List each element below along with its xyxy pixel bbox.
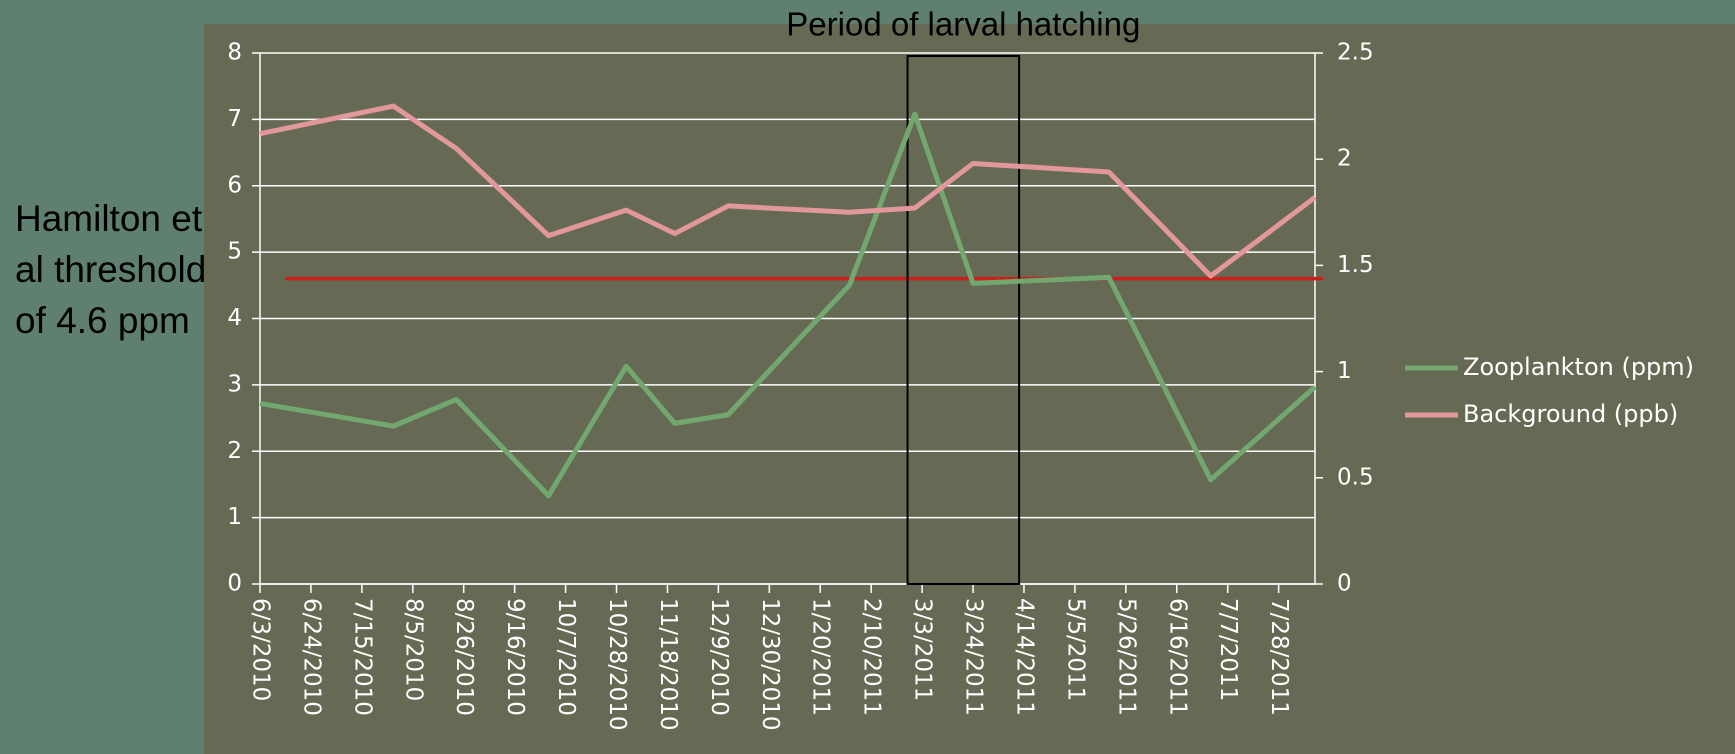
- y-tick-label: 1: [227, 504, 242, 530]
- y-tick-label: 6: [227, 172, 242, 198]
- x-tick-label: 10/28/2010: [604, 598, 630, 731]
- x-tick-label: 12/9/2010: [706, 598, 732, 716]
- x-tick-label: 1/20/2011: [808, 598, 834, 716]
- y-tick-label: 4: [227, 305, 242, 331]
- legend-label: Background (ppb): [1463, 400, 1678, 428]
- x-tick-label: 2/10/2011: [859, 598, 885, 716]
- x-tick-label: 8/5/2010: [400, 598, 426, 701]
- x-tick-label: 8/26/2010: [451, 598, 477, 716]
- x-tick-label: 5/26/2011: [1113, 598, 1139, 716]
- series-line: [259, 111, 1317, 499]
- y2-tick-label: 2.5: [1337, 40, 1374, 66]
- x-tick-label: 6/3/2010: [248, 598, 274, 701]
- x-tick-label: 3/3/2011: [910, 598, 936, 701]
- y-tick-label: 7: [227, 106, 242, 132]
- period-box: [906, 55, 1021, 585]
- y-tick-label: 0: [227, 571, 242, 597]
- threshold-annotation: of 4.6 ppm: [15, 300, 190, 341]
- y-tick-label: 8: [227, 40, 242, 66]
- y-tick-label: 5: [227, 239, 242, 265]
- threshold-annotation: al threshold: [15, 249, 206, 290]
- y-tick-label: 3: [227, 371, 242, 397]
- threshold-annotation: Hamilton et: [15, 198, 203, 239]
- x-tick-label: 7/15/2010: [349, 598, 375, 716]
- y-tick-label: 2: [227, 438, 242, 464]
- x-tick-label: 10/7/2010: [553, 598, 579, 716]
- period-label: Period of larval hatching: [786, 6, 1140, 43]
- x-tick-label: 4/14/2011: [1011, 598, 1037, 716]
- plot-panel: [204, 24, 1735, 754]
- x-tick-label: 7/28/2011: [1266, 598, 1292, 716]
- x-tick-label: 7/7/2011: [1215, 598, 1241, 701]
- x-tick-label: 3/24/2011: [961, 598, 987, 716]
- series-line: [259, 103, 1317, 279]
- y2-tick-label: 2: [1337, 146, 1352, 172]
- y2-tick-label: 1: [1337, 358, 1352, 384]
- x-tick-label: 12/30/2010: [757, 598, 783, 731]
- legend-label: Zooplankton (ppm): [1463, 353, 1694, 381]
- x-tick-label: 6/16/2011: [1164, 598, 1190, 716]
- x-tick-label: 5/5/2011: [1062, 598, 1088, 701]
- x-tick-label: 11/18/2010: [655, 598, 681, 731]
- x-tick-label: 9/16/2010: [502, 598, 528, 716]
- y2-tick-label: 0: [1337, 571, 1352, 597]
- y2-tick-label: 0.5: [1337, 464, 1374, 490]
- y2-tick-label: 1.5: [1337, 252, 1374, 278]
- x-tick-label: 6/24/2010: [298, 598, 324, 716]
